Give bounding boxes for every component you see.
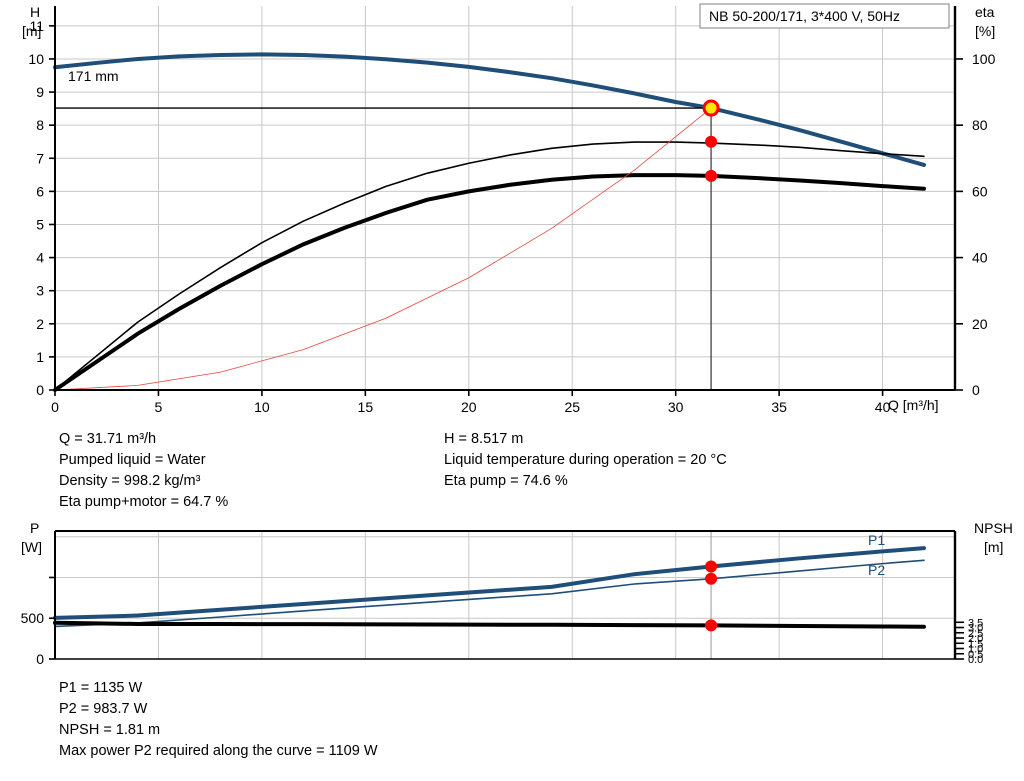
bottom-y-right-tick: 0.0 bbox=[968, 654, 983, 666]
top-y-left-tick: 2 bbox=[36, 316, 44, 332]
top-y-left-tick: 10 bbox=[28, 51, 44, 67]
top-x-tick: 35 bbox=[771, 399, 787, 415]
top-y-left-tick: 3 bbox=[36, 283, 44, 299]
top-y-right-axis-title-line2: [%] bbox=[975, 23, 995, 39]
curve-p2 bbox=[54, 559, 925, 628]
curve-eta-pump bbox=[54, 141, 925, 391]
duty-info-q: Q = 31.71 m³/h bbox=[59, 431, 157, 447]
top-y-right-axis-title-line1: eta bbox=[975, 4, 995, 20]
bottom-y-left-tick: 500 bbox=[21, 610, 45, 626]
top-chart-gridlines bbox=[55, 6, 955, 391]
model-legend-text: NB 50-200/171, 3*400 V, 50Hz bbox=[709, 8, 900, 24]
duty-info-eta-pump-motor: Eta pump+motor = 64.7 % bbox=[59, 494, 229, 510]
p1-curve-label: P1 bbox=[868, 532, 885, 548]
duty-point-marker bbox=[705, 619, 718, 632]
duty-info-liquid: Pumped liquid = Water bbox=[59, 452, 206, 468]
top-y-left-tick: 5 bbox=[36, 216, 44, 232]
duty-point-marker bbox=[705, 560, 718, 573]
duty-info-density: Density = 998.2 kg/m³ bbox=[59, 473, 201, 489]
bottom-y-left-axis-title-line1: P bbox=[30, 520, 39, 536]
top-y-right-tick: 100 bbox=[972, 51, 996, 67]
bottom-y-left-tick: 0 bbox=[36, 651, 44, 667]
duty-point-marker bbox=[705, 572, 718, 585]
top-y-left-axis-title-line2: [m] bbox=[22, 23, 41, 39]
bottom-y-right-axis-title-line1: NPSH bbox=[974, 520, 1013, 536]
top-x-tick: 20 bbox=[461, 399, 477, 415]
bottom-y-right-tick: 1.5 bbox=[968, 638, 983, 650]
curve-eta-pump-motor bbox=[53, 173, 926, 392]
bottom-y-right-tick: 3.5 bbox=[968, 617, 983, 629]
top-y-left-tick: 9 bbox=[36, 84, 44, 100]
top-y-right-tick: 80 bbox=[972, 117, 988, 133]
power-info-block: P1 = 1135 W P2 = 983.7 W NPSH = 1.81 m M… bbox=[59, 678, 378, 762]
power-info-npsh: NPSH = 1.81 m bbox=[59, 722, 161, 738]
impeller-diameter-label: 171 mm bbox=[68, 68, 119, 84]
bottom-y-right-tick: 3.0 bbox=[968, 623, 983, 635]
top-y-right-tick: 0 bbox=[972, 382, 980, 398]
top-y-left-tick: 11 bbox=[29, 18, 44, 34]
bottom-chart-curves bbox=[53, 531, 926, 659]
top-y-left-axis-title-line1: H bbox=[30, 4, 40, 20]
curve-system-throttle-curve bbox=[54, 107, 712, 391]
top-x-axis-title: Q [m³/h] bbox=[888, 397, 939, 413]
top-x-tick: 10 bbox=[254, 399, 270, 415]
duty-point-marker bbox=[705, 169, 718, 182]
top-y-left-tick: 7 bbox=[36, 150, 44, 166]
top-y-right-tick: 20 bbox=[972, 316, 988, 332]
bottom-y-right-tick: 0.5 bbox=[968, 649, 983, 661]
power-info-p1: P1 = 1135 W bbox=[59, 680, 143, 696]
top-y-left-tick: 0 bbox=[36, 382, 44, 398]
top-x-tick: 15 bbox=[358, 399, 374, 415]
top-y-left-tick: 8 bbox=[36, 117, 44, 133]
p2-curve-label: P2 bbox=[868, 562, 885, 578]
top-chart-labels: 0 1 2 3 4 5 6 7 8 9 10 11 0 5 10 15 20 25 30 35 40 0 20 40 60 80 1… bbox=[28, 18, 995, 415]
bottom-y-right-tick: 1.0 bbox=[968, 644, 983, 656]
curve-h-head-171-mm-impeller- bbox=[53, 52, 926, 167]
top-y-right-tick: 40 bbox=[972, 250, 988, 266]
bottom-y-right-tick: 2.5 bbox=[968, 628, 983, 640]
bottom-y-left-axis-title-line2: [W] bbox=[21, 539, 42, 555]
bottom-y-right-tick: 2.0 bbox=[968, 633, 983, 645]
top-y-right-tick: 60 bbox=[972, 183, 988, 199]
top-chart-curves bbox=[53, 52, 926, 392]
model-legend-box: NB 50-200/171, 3*400 V, 50Hz bbox=[699, 3, 950, 29]
top-x-tick: 0 bbox=[51, 399, 59, 415]
duty-point-marker bbox=[705, 135, 718, 148]
top-y-left-tick: 1 bbox=[36, 349, 44, 365]
head-efficiency-chart: 0 1 2 3 4 5 6 7 8 9 10 11 0 5 10 15 20 25 30 35 40 0 20 40 60 80 1… bbox=[22, 3, 996, 415]
bottom-chart-labels: 0 500 0.00.51.01.52.02.53.03.5 bbox=[21, 610, 984, 667]
top-x-tick: 30 bbox=[668, 399, 684, 415]
duty-info-right: H = 8.517 m Liquid temperature during op… bbox=[444, 429, 727, 492]
bottom-chart-gridlines bbox=[55, 531, 955, 660]
power-info-maxpower: Max power P2 required along the curve = … bbox=[59, 743, 378, 759]
power-info-p2: P2 = 983.7 W bbox=[59, 701, 148, 717]
curve-p1 bbox=[53, 546, 926, 620]
duty-info-left: Q = 31.71 m³/h Pumped liquid = Water Den… bbox=[59, 429, 228, 513]
bottom-chart-axes bbox=[49, 530, 964, 660]
duty-info-eta-pump: Eta pump = 74.6 % bbox=[444, 473, 568, 489]
duty-info-h: H = 8.517 m bbox=[444, 431, 524, 447]
top-x-tick: 5 bbox=[155, 399, 163, 415]
top-x-tick: 40 bbox=[875, 399, 891, 415]
duty-point-marker bbox=[702, 99, 720, 117]
top-chart-axes bbox=[49, 6, 963, 396]
top-x-tick: 25 bbox=[564, 399, 580, 415]
bottom-y-right-axis-title-line2: [m] bbox=[984, 539, 1003, 555]
top-y-left-tick: 4 bbox=[36, 250, 44, 266]
curve-npsh bbox=[53, 620, 926, 629]
duty-info-temperature: Liquid temperature during operation = 20… bbox=[444, 452, 727, 468]
top-y-left-tick: 6 bbox=[36, 183, 44, 199]
